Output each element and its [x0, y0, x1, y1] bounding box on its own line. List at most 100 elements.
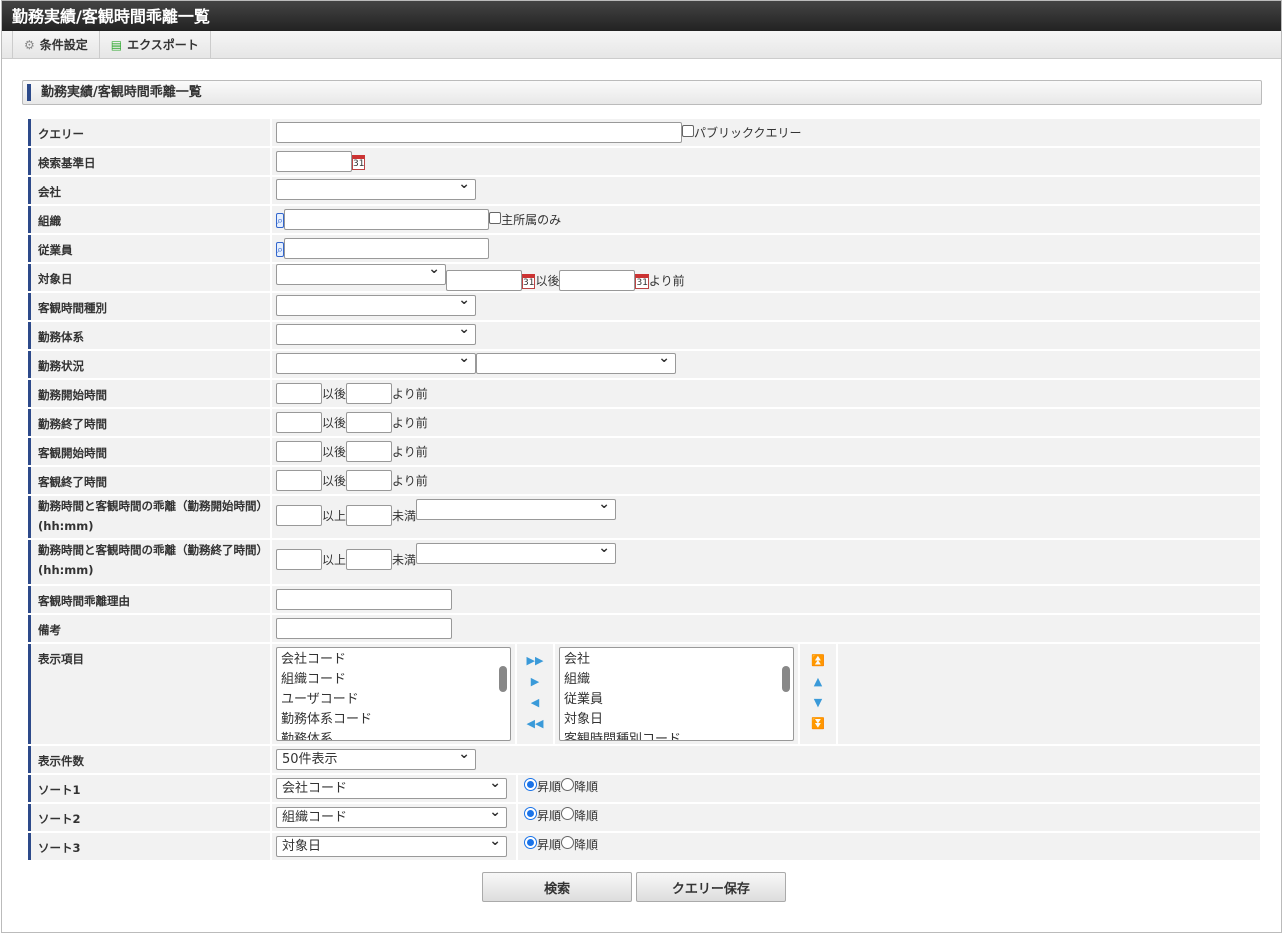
obj-start-from[interactable] — [276, 441, 322, 462]
move-all-left-icon[interactable]: ◀◀ — [526, 717, 544, 730]
label-employee: 従業員 — [28, 235, 270, 262]
work-end-to[interactable] — [346, 412, 393, 433]
label-work-start: 勤務開始時間 — [28, 380, 270, 407]
sort1-select[interactable]: 会社コード — [276, 774, 507, 799]
sort3-asc-radio[interactable] — [524, 836, 537, 849]
main-only-checkbox[interactable] — [489, 212, 502, 224]
label-obj-start: 客観開始時間 — [28, 438, 270, 465]
base-date-input[interactable] — [276, 151, 352, 172]
dev-end-select[interactable] — [416, 539, 617, 564]
list-item[interactable]: 従業員 — [564, 692, 604, 707]
company-select[interactable] — [276, 175, 476, 200]
dev-start-to[interactable] — [346, 505, 393, 526]
sort1-desc-radio[interactable] — [561, 778, 575, 791]
employee-input[interactable] — [284, 238, 490, 259]
settings-label: 条件設定 — [39, 38, 88, 52]
list-item[interactable]: 勤務体系 — [281, 732, 334, 741]
gte-label: 以上 — [322, 509, 347, 523]
move-bottom-icon[interactable]: ⏬ — [811, 717, 825, 730]
list-item[interactable]: 対象日 — [564, 712, 604, 727]
search-button[interactable]: 検索 — [482, 872, 633, 902]
search-icon[interactable]: ⌕ — [276, 213, 285, 228]
label-sort1: ソート1 — [28, 775, 270, 802]
list-item[interactable]: 会社コード — [281, 652, 347, 667]
dev-end-to[interactable] — [346, 549, 393, 570]
asc-label: 昇順 — [537, 838, 562, 852]
work-status-select-1[interactable] — [276, 349, 476, 374]
list-item[interactable]: ユーザコード — [281, 692, 359, 707]
remarks-input[interactable] — [276, 618, 452, 639]
list-item[interactable]: 客観時間種別コード — [564, 732, 682, 741]
label-target-date: 対象日 — [28, 264, 270, 291]
public-query-label: パブリッククエリー — [694, 126, 802, 140]
list-item[interactable]: 勤務体系コード — [281, 712, 373, 727]
work-status-select-2[interactable] — [476, 349, 676, 374]
sort3-select[interactable]: 対象日 — [276, 832, 507, 857]
asc-label: 昇順 — [537, 809, 562, 823]
sort3-desc-radio[interactable] — [561, 836, 575, 849]
work-end-from[interactable] — [276, 412, 322, 433]
list-item[interactable]: 組織 — [564, 672, 591, 687]
target-date-from[interactable] — [446, 270, 522, 291]
work-start-to[interactable] — [346, 383, 393, 404]
list-item[interactable]: 組織コード — [281, 672, 347, 687]
work-system-select[interactable] — [276, 320, 476, 345]
main-only-label: 主所属のみ — [501, 213, 562, 227]
query-input[interactable] — [276, 122, 682, 143]
dev-start-select[interactable] — [416, 495, 617, 520]
lt-label: 未満 — [392, 553, 417, 567]
target-date-select[interactable] — [276, 260, 446, 285]
scrollbar[interactable] — [781, 650, 791, 738]
sort1-asc-radio[interactable] — [524, 778, 537, 791]
move-down-icon[interactable]: ▼ — [813, 696, 823, 709]
section-header: 勤務実績/客観時間乖離一覧 — [22, 80, 1262, 105]
move-top-icon[interactable]: ⏫ — [811, 654, 825, 667]
export-label: エクスポート — [127, 38, 199, 52]
obj-end-to[interactable] — [346, 470, 393, 491]
label-work-status: 勤務状況 — [28, 351, 270, 378]
sort2-asc-radio[interactable] — [524, 807, 537, 820]
count-select[interactable]: 50件表示 — [276, 745, 476, 770]
before-label: より前 — [392, 445, 428, 459]
public-query-checkbox[interactable] — [682, 125, 694, 137]
move-right-icon[interactable]: ▶ — [530, 675, 540, 688]
work-start-from[interactable] — [276, 383, 322, 404]
obj-start-to[interactable] — [346, 441, 393, 462]
sort2-desc-radio[interactable] — [561, 807, 575, 820]
label-dev-end: 勤務時間と客観時間の乖離（勤務終了時間）(hh:mm) — [28, 540, 270, 584]
before-label: より前 — [648, 274, 685, 288]
org-input[interactable] — [284, 209, 490, 230]
obj-end-from[interactable] — [276, 470, 322, 491]
dev-end-from[interactable] — [276, 549, 322, 570]
save-query-button[interactable]: クエリー保存 — [635, 872, 786, 902]
desc-label: 降順 — [574, 780, 599, 794]
search-icon[interactable]: ⌕ — [276, 242, 285, 257]
label-base-date: 検索基準日 — [28, 148, 270, 175]
available-items-list[interactable]: 会社コード組織コードユーザコード 勤務体系コード勤務体系 — [276, 647, 511, 741]
target-date-to[interactable] — [559, 270, 636, 291]
label-obj-end: 客観終了時間 — [28, 467, 270, 494]
settings-button[interactable]: ⚙ 条件設定 — [12, 31, 100, 58]
label-sort2: ソート2 — [28, 804, 270, 831]
selected-items-list[interactable]: 会社組織従業員対象日客観時間種別コード — [559, 647, 794, 741]
calendar-icon[interactable]: 31 — [522, 274, 536, 289]
move-buttons: ▶▶ ▶ ◀ ◀◀ — [517, 644, 553, 744]
move-up-icon[interactable]: ▲ — [813, 675, 823, 688]
calendar-icon[interactable]: 31 — [352, 155, 366, 170]
after-label: 以後 — [322, 474, 347, 488]
desc-label: 降順 — [574, 809, 599, 823]
before-label: より前 — [392, 474, 428, 488]
move-all-right-icon[interactable]: ▶▶ — [526, 654, 544, 667]
calendar-icon[interactable]: 31 — [635, 274, 649, 289]
dev-start-from[interactable] — [276, 505, 322, 526]
scrollbar[interactable] — [498, 650, 508, 738]
label-display-items: 表示項目 — [28, 644, 270, 744]
export-button[interactable]: ▤ エクスポート — [98, 31, 211, 58]
asc-label: 昇順 — [537, 780, 562, 794]
list-item[interactable]: 会社 — [564, 652, 591, 667]
move-left-icon[interactable]: ◀ — [530, 696, 540, 709]
label-work-system: 勤務体系 — [28, 322, 270, 349]
dev-reason-input[interactable] — [276, 589, 452, 610]
sort2-select[interactable]: 組織コード — [276, 803, 507, 828]
obj-type-select[interactable] — [276, 291, 476, 316]
